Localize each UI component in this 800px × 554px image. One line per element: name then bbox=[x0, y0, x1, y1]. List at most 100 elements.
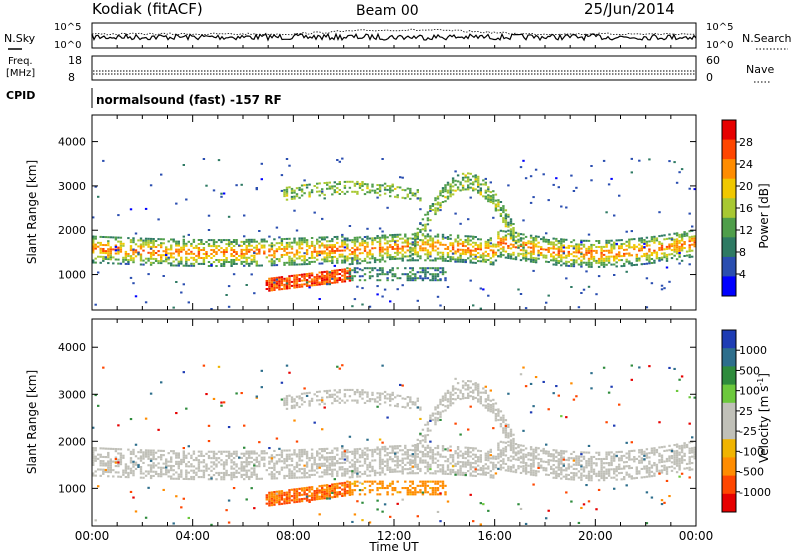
power-cell bbox=[514, 241, 518, 244]
power-cell bbox=[628, 260, 631, 263]
power-cell bbox=[378, 244, 382, 247]
power-cell bbox=[489, 201, 492, 203]
velocity-cell bbox=[343, 458, 347, 461]
power-cell bbox=[673, 240, 676, 243]
power-cell bbox=[482, 256, 485, 259]
power-cell bbox=[381, 158, 384, 160]
velocity-cell bbox=[399, 464, 402, 467]
power-cell bbox=[368, 191, 372, 194]
velocity-cell bbox=[321, 471, 324, 474]
power-cell bbox=[230, 249, 233, 251]
velocity-cell bbox=[310, 397, 314, 400]
power-cell bbox=[537, 235, 540, 238]
velocity-cell bbox=[431, 455, 435, 458]
velocity-cell bbox=[336, 495, 339, 498]
power-cell bbox=[356, 240, 359, 243]
power-cell bbox=[497, 233, 500, 236]
power-cell bbox=[552, 251, 555, 254]
power-cell bbox=[358, 252, 362, 255]
velocity-cell bbox=[227, 457, 231, 460]
velocity-cell bbox=[275, 437, 279, 440]
velocity-cell bbox=[235, 465, 238, 468]
velocity-cell bbox=[454, 450, 457, 453]
velocity-cell bbox=[104, 456, 107, 459]
velocity-cell bbox=[391, 470, 394, 473]
power-cell bbox=[507, 223, 510, 226]
power-cell bbox=[361, 181, 364, 183]
velocity-cell bbox=[142, 455, 145, 458]
power-cell bbox=[499, 207, 503, 209]
velocity-cell bbox=[152, 474, 155, 477]
power-cell bbox=[529, 236, 533, 239]
power-cell bbox=[441, 195, 445, 198]
velocity-cell bbox=[180, 473, 183, 476]
power-cell bbox=[316, 283, 319, 286]
velocity-cell bbox=[381, 467, 384, 470]
velocity-cell bbox=[288, 457, 291, 460]
velocity-cell bbox=[290, 488, 294, 491]
power-cell bbox=[557, 256, 560, 259]
velocity-cell bbox=[444, 405, 447, 408]
power-cell bbox=[92, 261, 95, 264]
power-cell bbox=[678, 255, 681, 258]
power-cell bbox=[575, 243, 578, 246]
velocity-cell bbox=[421, 445, 425, 448]
power-cell bbox=[175, 258, 178, 261]
power-cell bbox=[600, 257, 603, 260]
velocity-cell bbox=[104, 447, 107, 450]
velocity-cell bbox=[396, 466, 399, 469]
power-cell bbox=[426, 271, 430, 274]
power-cell bbox=[185, 198, 188, 201]
power-cell bbox=[492, 251, 495, 254]
power-cell bbox=[658, 235, 661, 238]
velocity-cell bbox=[220, 450, 223, 453]
power-cell bbox=[321, 190, 324, 193]
power-cell bbox=[613, 247, 616, 250]
power-cell bbox=[285, 241, 289, 244]
velocity-cell bbox=[348, 487, 352, 490]
power-cell bbox=[149, 245, 153, 248]
velocity-cell bbox=[305, 463, 309, 466]
power-cell bbox=[356, 271, 359, 274]
velocity-cell bbox=[383, 450, 387, 453]
velocity-cell bbox=[348, 461, 352, 464]
velocity-cell bbox=[230, 459, 233, 462]
power-cell bbox=[630, 262, 633, 265]
power-cell bbox=[378, 238, 382, 241]
power-cell bbox=[366, 187, 369, 190]
velocity-cell bbox=[348, 476, 352, 479]
velocity-cell bbox=[441, 484, 445, 487]
velocity-cell bbox=[378, 493, 382, 496]
power-cell bbox=[487, 194, 490, 197]
power-cell bbox=[502, 242, 505, 245]
velocity-cell bbox=[147, 472, 150, 475]
power-cell bbox=[316, 182, 319, 185]
power-cell bbox=[391, 256, 394, 258]
power-cell bbox=[333, 236, 336, 238]
power-cell bbox=[376, 188, 379, 190]
power-cell bbox=[472, 253, 475, 256]
power-cell bbox=[394, 187, 397, 190]
power-cell bbox=[451, 185, 455, 188]
power-cell bbox=[230, 255, 233, 257]
power-cell bbox=[283, 261, 286, 264]
power-cell bbox=[328, 187, 331, 190]
power-cell bbox=[305, 275, 309, 277]
velocity-cell bbox=[104, 462, 107, 465]
power-cell bbox=[386, 188, 389, 191]
velocity-cell bbox=[479, 400, 482, 403]
velocity-cell bbox=[298, 449, 301, 452]
power-cell bbox=[411, 194, 414, 197]
power-cell bbox=[507, 255, 510, 257]
velocity-cell bbox=[492, 468, 495, 471]
velocity-cell bbox=[147, 453, 150, 456]
power-cell bbox=[610, 243, 613, 246]
velocity-cell bbox=[321, 454, 324, 457]
power-cell bbox=[326, 246, 329, 249]
power-cell bbox=[132, 261, 135, 264]
velocity-cell bbox=[185, 473, 188, 476]
power-cell bbox=[439, 192, 442, 195]
velocity-cell bbox=[502, 466, 505, 469]
velocity-cell bbox=[479, 458, 482, 461]
velocity-cell bbox=[378, 480, 382, 483]
